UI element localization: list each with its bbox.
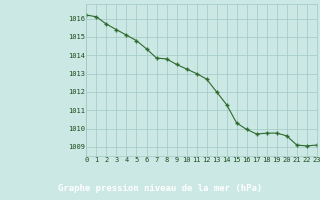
- Text: Graphe pression niveau de la mer (hPa): Graphe pression niveau de la mer (hPa): [58, 184, 262, 193]
